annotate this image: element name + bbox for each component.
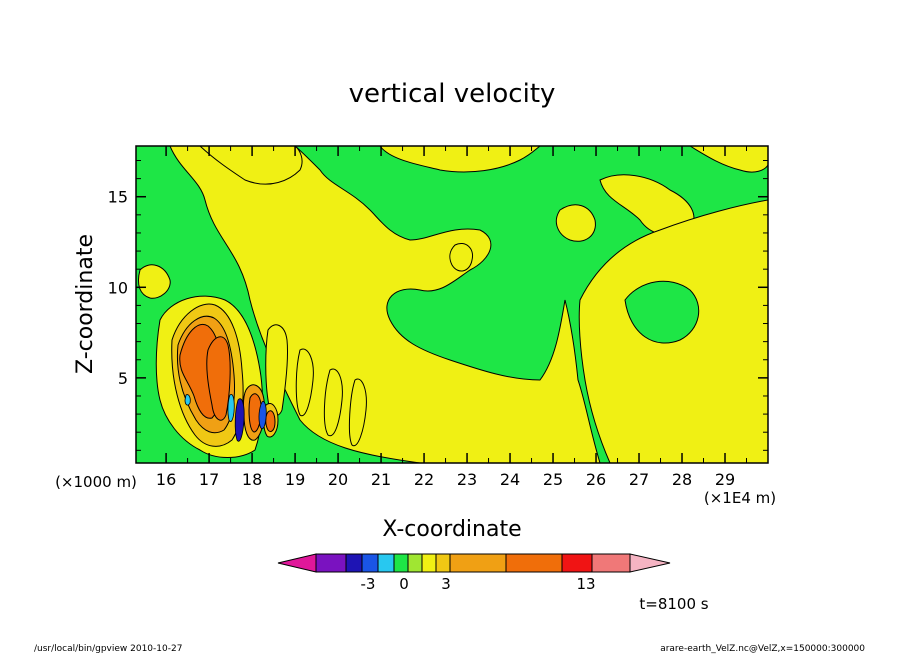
- x-tick-label: 27: [629, 470, 649, 489]
- contour-region-yellow: [137, 264, 171, 299]
- colorbar-swatch: [421, 553, 437, 573]
- colorbar-swatch: [345, 553, 363, 573]
- colorbar-swatch: [435, 553, 451, 573]
- contour-region-yellow: [379, 146, 541, 173]
- contour-field: [137, 146, 768, 463]
- plot-frame: [135, 145, 769, 464]
- chart-title: vertical velocity: [349, 79, 556, 109]
- contour-region-yellow: [689, 146, 768, 173]
- colorbar-label: -3: [361, 575, 376, 593]
- contour-region-yellow: [265, 324, 289, 416]
- footer-left: /usr/local/bin/gpview 2010-10-27: [34, 644, 182, 654]
- x-axis: 16 17 18 19 20 21 22 23 24 25 26 27 28 29: [156, 146, 748, 489]
- contour-region-yellow: [323, 368, 343, 437]
- x-tick-label: 22: [414, 470, 434, 489]
- y-axis: 5 10 15: [108, 159, 768, 451]
- contour-region-orange: [265, 410, 276, 433]
- colorbar-swatch: [505, 553, 563, 573]
- x-unit-right: (×1E4 m): [704, 489, 776, 507]
- colorbar-swatch: [561, 553, 593, 573]
- x-tick-label: 26: [586, 470, 606, 489]
- colorbar-label: 3: [441, 575, 451, 593]
- contour-region-orange: [206, 336, 231, 421]
- colorbar-arrow-high: [629, 553, 671, 573]
- colorbar-swatch: [591, 553, 631, 573]
- colorbar-arrow-low: [277, 553, 317, 573]
- y-tick-label: 10: [108, 278, 128, 297]
- contour-region-yellow: [449, 243, 474, 272]
- contour-region-blue: [184, 394, 191, 406]
- x-axis-label: X-coordinate: [382, 517, 521, 542]
- colorbar: -3 0 3 13: [277, 553, 671, 593]
- colorbar-swatch: [407, 553, 423, 573]
- plot-area: 16 17 18 19 20 21 22 23 24 25 26 27 28 29 5 10 15: [108, 145, 769, 489]
- footer-right: arare-earth_VelZ.nc@VelZ,x=150000:300000: [660, 644, 865, 654]
- x-tick-label: 16: [156, 470, 176, 489]
- y-tick-label: 5: [118, 369, 128, 388]
- x-tick-label: 21: [371, 470, 391, 489]
- x-tick-label: 25: [543, 470, 563, 489]
- y-axis-label: Z-coordinate: [73, 234, 98, 374]
- colorbar-swatch: [377, 553, 395, 573]
- contour-region-blue: [234, 398, 245, 442]
- colorbar-swatch: [315, 553, 347, 573]
- x-tick-label: 18: [242, 470, 262, 489]
- x-tick-label: 23: [457, 470, 477, 489]
- time-label: t=8100 s: [639, 595, 708, 613]
- contour-region-yellow: [624, 280, 700, 344]
- colorbar-label: 0: [399, 575, 409, 593]
- colorbar-swatch: [449, 553, 507, 573]
- contour-region-blue: [258, 401, 267, 430]
- contour-region-yellow: [295, 348, 314, 417]
- contour-region-yellow: [199, 146, 303, 185]
- contour-region-yellow: [555, 204, 596, 242]
- colorbar-swatch: [361, 553, 379, 573]
- x-tick-label: 19: [285, 470, 305, 489]
- x-tick-label: 17: [199, 470, 219, 489]
- x-tick-label: 29: [715, 470, 735, 489]
- y-tick-label: 15: [108, 188, 128, 207]
- x-tick-label: 20: [328, 470, 348, 489]
- x-unit-left: (×1000 m): [55, 473, 137, 491]
- colorbar-label: 13: [576, 575, 595, 593]
- colorbar-swatch: [393, 553, 409, 573]
- contour-region-yellow: [348, 378, 367, 447]
- x-tick-label: 28: [672, 470, 692, 489]
- contour-region-blue: [227, 393, 235, 422]
- x-tick-label: 24: [500, 470, 520, 489]
